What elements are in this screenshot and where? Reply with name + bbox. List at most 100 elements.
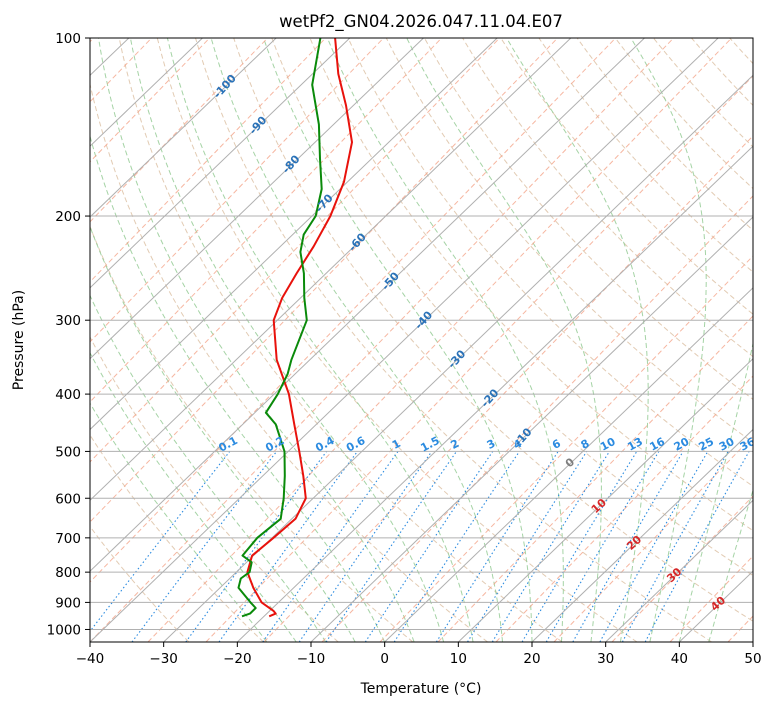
red-dashed-line <box>90 38 558 523</box>
dry-adiabat <box>90 434 264 642</box>
x-axis: −40 −30 −20 −10 0 10 20 30 40 50 <box>76 642 762 667</box>
x-tick-label: 10 <box>450 651 467 667</box>
isotherm <box>384 287 753 642</box>
red-dashed-line <box>263 135 753 642</box>
mixing-ratio-line <box>435 451 559 642</box>
moist-adiabat <box>210 38 503 642</box>
moist-adiabat <box>90 402 268 642</box>
dry-adiabat <box>423 38 753 401</box>
red-dashed-line <box>495 375 753 642</box>
isotherm <box>310 216 753 642</box>
red-dashed-line <box>90 38 210 163</box>
y-tick-label: 900 <box>55 595 81 611</box>
mixing-ratio-label: 36 <box>738 435 758 454</box>
red-dashed-line <box>611 495 753 642</box>
dry-adiabat <box>462 38 753 358</box>
moist-adiabat <box>90 351 297 642</box>
moist-adiabat <box>406 38 602 642</box>
x-tick-label: 40 <box>671 651 688 667</box>
mixing-ratio-line <box>644 451 750 642</box>
isotherm <box>90 38 498 431</box>
moist-adiabat <box>326 38 564 642</box>
y-tick-label: 100 <box>55 31 81 47</box>
red-dashed-line <box>90 38 268 223</box>
moist-adiabat <box>90 134 386 642</box>
sounding-profiles <box>237 38 353 618</box>
moist-adiabat <box>630 38 707 642</box>
x-tick-label: −20 <box>223 651 252 667</box>
mixing-ratio-line <box>90 451 231 633</box>
mixing-ratio-label: 20 <box>672 435 692 454</box>
line-labels: 0.1 0.2 0.4 0.6 1 1.5 2 3 4 6 8 10 13 16 20 25 30 36-100-… <box>211 72 758 614</box>
dry-adiabat <box>233 38 753 622</box>
y-tick-label: 600 <box>55 491 81 507</box>
mixing-ratio-line <box>572 451 684 642</box>
isotherm <box>90 38 203 147</box>
mixing-ratio-label: 10 <box>598 435 618 454</box>
isotherm <box>90 38 277 218</box>
chart-title: wetPf2_GN04.2026.047.11.04.E07 <box>279 12 563 32</box>
dry-adiabat <box>614 38 753 190</box>
isotherm <box>90 38 719 642</box>
y-tick-label: 400 <box>55 387 81 403</box>
dewpoint-profile <box>237 38 323 618</box>
red-dashed-line <box>553 435 753 642</box>
mixing-ratio-line <box>491 451 610 642</box>
y-tick-label: 800 <box>55 565 81 581</box>
red-dashed-line <box>321 195 753 642</box>
moist-adiabat <box>166 38 474 642</box>
moist-adiabat <box>708 488 753 642</box>
x-tick-label: 0 <box>380 651 389 667</box>
mixing-ratio-line <box>218 451 358 642</box>
mixing-ratio-line <box>467 451 588 642</box>
red-dashed-line <box>147 38 732 642</box>
dry-adiabat <box>271 38 753 577</box>
mixing-ratio-line <box>185 451 328 642</box>
mixing-ratio-line <box>521 451 638 642</box>
dry-adiabat <box>90 82 488 642</box>
x-tick-label: 20 <box>523 651 540 667</box>
y-tick-label: 300 <box>55 313 81 329</box>
x-tick-label: −30 <box>149 651 178 667</box>
mixing-ratio-line <box>599 451 709 642</box>
plot-frame <box>89 37 754 643</box>
y-tick-label: 500 <box>55 444 81 460</box>
y-axis: 100 200 300 400 500 600 700 800 900 1000 <box>47 31 90 638</box>
isotherm <box>90 38 572 502</box>
y-tick-label: 200 <box>55 209 81 225</box>
isotherm <box>531 428 753 642</box>
plot-background <box>90 38 753 642</box>
red-dashed-line <box>90 38 384 343</box>
isotherm <box>90 38 645 572</box>
isotherm <box>457 357 753 642</box>
red-dashed-line <box>205 75 753 642</box>
moist-adiabat <box>678 341 753 642</box>
temperature-profile <box>246 38 353 618</box>
isotherm <box>605 499 753 642</box>
red-dashed-line <box>437 315 753 642</box>
y-axis-title: Pressure (hPa) <box>11 290 27 390</box>
red-dashed-line <box>90 38 326 283</box>
x-tick-label: −10 <box>297 651 326 667</box>
dry-adiabat <box>195 38 712 642</box>
x-axis-title: Temperature (°C) <box>360 681 482 697</box>
y-tick-label: 700 <box>55 531 81 547</box>
red-dashed-line <box>90 38 674 642</box>
mixing-ratio-label: 25 <box>696 435 716 454</box>
mixing-ratio-line <box>325 451 457 642</box>
x-tick-label: 30 <box>597 651 614 667</box>
red-dashed-line <box>90 38 442 403</box>
mixing-ratio-label: 16 <box>647 435 667 454</box>
isotherm <box>90 38 351 289</box>
red-dashed-line <box>379 255 753 642</box>
moist-adiabat <box>129 38 445 642</box>
x-tick-label: −40 <box>76 651 105 667</box>
mixing-ratio-label: 13 <box>625 435 645 454</box>
moist-adiabat <box>90 225 356 642</box>
mixing-ratio-line <box>298 451 433 642</box>
isotherm <box>236 145 753 642</box>
x-tick-label: 50 <box>744 651 761 667</box>
moist-adiabat <box>506 38 649 642</box>
dry-adiabat <box>309 38 753 532</box>
